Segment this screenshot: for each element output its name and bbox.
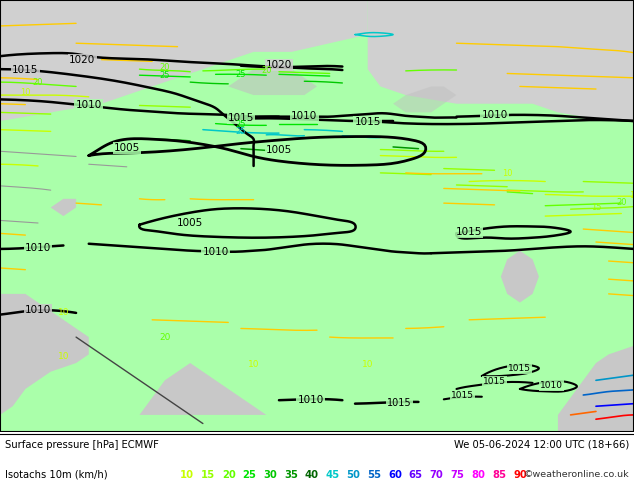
Text: 25: 25: [236, 120, 246, 129]
Text: 10: 10: [58, 352, 69, 362]
Text: 55: 55: [367, 470, 381, 480]
Polygon shape: [558, 346, 634, 432]
Text: 90: 90: [513, 470, 527, 480]
Text: Isotachs 10m (km/h): Isotachs 10m (km/h): [5, 470, 108, 480]
Text: 1015: 1015: [387, 398, 411, 408]
Text: 1015: 1015: [354, 117, 381, 127]
Text: 80: 80: [471, 470, 485, 480]
Polygon shape: [228, 60, 317, 95]
Polygon shape: [51, 199, 76, 216]
Text: We 05-06-2024 12:00 UTC (18+66): We 05-06-2024 12:00 UTC (18+66): [454, 440, 629, 450]
Text: 70: 70: [430, 470, 444, 480]
Text: 60: 60: [388, 470, 402, 480]
Text: 20: 20: [160, 63, 170, 72]
Text: 1010: 1010: [25, 243, 51, 253]
Text: 20: 20: [33, 78, 43, 88]
Text: 20: 20: [616, 198, 626, 207]
Text: 10: 10: [180, 470, 194, 480]
Text: Surface pressure [hPa] ECMWF: Surface pressure [hPa] ECMWF: [5, 440, 159, 450]
Polygon shape: [139, 363, 266, 415]
Text: 40: 40: [305, 470, 319, 480]
Text: 1015: 1015: [508, 364, 531, 373]
Text: 10: 10: [20, 88, 30, 97]
Text: 1015: 1015: [12, 65, 39, 75]
Text: 10: 10: [58, 308, 69, 318]
Polygon shape: [0, 294, 89, 432]
Text: 1010: 1010: [297, 395, 324, 405]
Text: 45: 45: [326, 470, 340, 480]
Text: 1005: 1005: [266, 146, 292, 155]
Text: 15: 15: [201, 470, 215, 480]
Text: 1010: 1010: [75, 100, 102, 110]
Text: 30: 30: [263, 470, 277, 480]
Text: 25: 25: [242, 470, 256, 480]
Text: 25: 25: [236, 70, 246, 79]
Text: 50: 50: [347, 470, 360, 480]
Text: 1010: 1010: [481, 110, 508, 120]
Polygon shape: [0, 0, 368, 121]
Text: 10: 10: [502, 169, 512, 178]
Text: 65: 65: [409, 470, 423, 480]
Text: 25: 25: [160, 71, 170, 80]
Text: 10: 10: [248, 360, 259, 369]
Text: 1020: 1020: [266, 60, 292, 70]
Text: 10: 10: [362, 360, 373, 369]
Text: 1005: 1005: [177, 218, 204, 228]
Text: 10: 10: [629, 191, 634, 200]
Text: 1010: 1010: [291, 111, 318, 121]
Text: 1015: 1015: [451, 392, 474, 400]
Text: 25: 25: [236, 127, 246, 136]
Text: 1010: 1010: [540, 381, 563, 390]
Polygon shape: [393, 86, 456, 112]
Text: 1015: 1015: [456, 227, 482, 237]
Text: 1020: 1020: [69, 55, 96, 65]
Text: 15: 15: [591, 203, 601, 212]
Text: 75: 75: [451, 470, 465, 480]
Text: 20: 20: [261, 66, 271, 75]
Polygon shape: [501, 251, 539, 302]
Text: 20: 20: [222, 470, 235, 480]
Text: 1015: 1015: [483, 377, 506, 386]
Text: 20: 20: [159, 333, 171, 342]
Text: 1015: 1015: [228, 113, 254, 122]
Text: 35: 35: [284, 470, 298, 480]
Text: 85: 85: [492, 470, 506, 480]
Text: ©weatheronline.co.uk: ©weatheronline.co.uk: [523, 470, 629, 480]
Text: 1010: 1010: [202, 247, 229, 257]
Text: 1005: 1005: [113, 143, 140, 153]
Polygon shape: [368, 0, 634, 121]
Text: 1010: 1010: [25, 305, 51, 315]
